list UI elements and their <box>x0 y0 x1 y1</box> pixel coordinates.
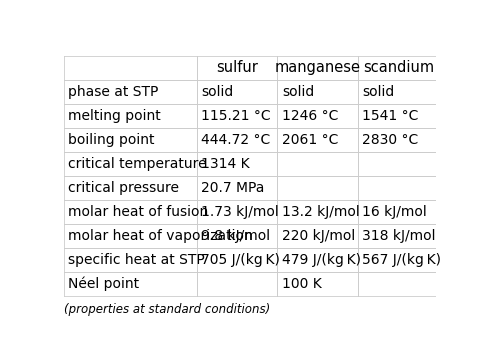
Text: 1246 °C: 1246 °C <box>282 109 338 123</box>
Text: solid: solid <box>282 85 314 99</box>
Text: scandium: scandium <box>363 60 434 75</box>
Text: 318 kJ/mol: 318 kJ/mol <box>363 229 436 243</box>
Text: 20.7 MPa: 20.7 MPa <box>201 181 265 195</box>
Text: solid: solid <box>363 85 395 99</box>
Text: 100 K: 100 K <box>282 277 321 291</box>
Text: (properties at standard conditions): (properties at standard conditions) <box>63 303 270 316</box>
Text: 1314 K: 1314 K <box>201 157 250 171</box>
Text: 9.8 kJ/mol: 9.8 kJ/mol <box>201 229 270 243</box>
Text: critical pressure: critical pressure <box>68 181 179 195</box>
Text: critical temperature: critical temperature <box>68 157 207 171</box>
Text: 444.72 °C: 444.72 °C <box>201 133 271 147</box>
Text: 1.73 kJ/mol: 1.73 kJ/mol <box>201 205 279 219</box>
Text: 705 J/(kg K): 705 J/(kg K) <box>201 253 280 267</box>
Text: molar heat of fusion: molar heat of fusion <box>68 205 208 219</box>
Text: 1541 °C: 1541 °C <box>363 109 419 123</box>
Text: 220 kJ/mol: 220 kJ/mol <box>282 229 355 243</box>
Text: 2830 °C: 2830 °C <box>363 133 419 147</box>
Text: manganese: manganese <box>274 60 361 75</box>
Text: 479 J/(kg K): 479 J/(kg K) <box>282 253 361 267</box>
Text: 16 kJ/mol: 16 kJ/mol <box>363 205 427 219</box>
Text: specific heat at STP: specific heat at STP <box>68 253 205 267</box>
Text: melting point: melting point <box>68 109 161 123</box>
Text: 567 J/(kg K): 567 J/(kg K) <box>363 253 441 267</box>
Text: 13.2 kJ/mol: 13.2 kJ/mol <box>282 205 360 219</box>
Text: boiling point: boiling point <box>68 133 154 147</box>
Text: molar heat of vaporization: molar heat of vaporization <box>68 229 253 243</box>
Text: 115.21 °C: 115.21 °C <box>201 109 271 123</box>
Text: solid: solid <box>201 85 233 99</box>
Text: 2061 °C: 2061 °C <box>282 133 338 147</box>
Text: sulfur: sulfur <box>216 60 258 75</box>
Text: phase at STP: phase at STP <box>68 85 158 99</box>
Text: Néel point: Néel point <box>68 277 139 291</box>
